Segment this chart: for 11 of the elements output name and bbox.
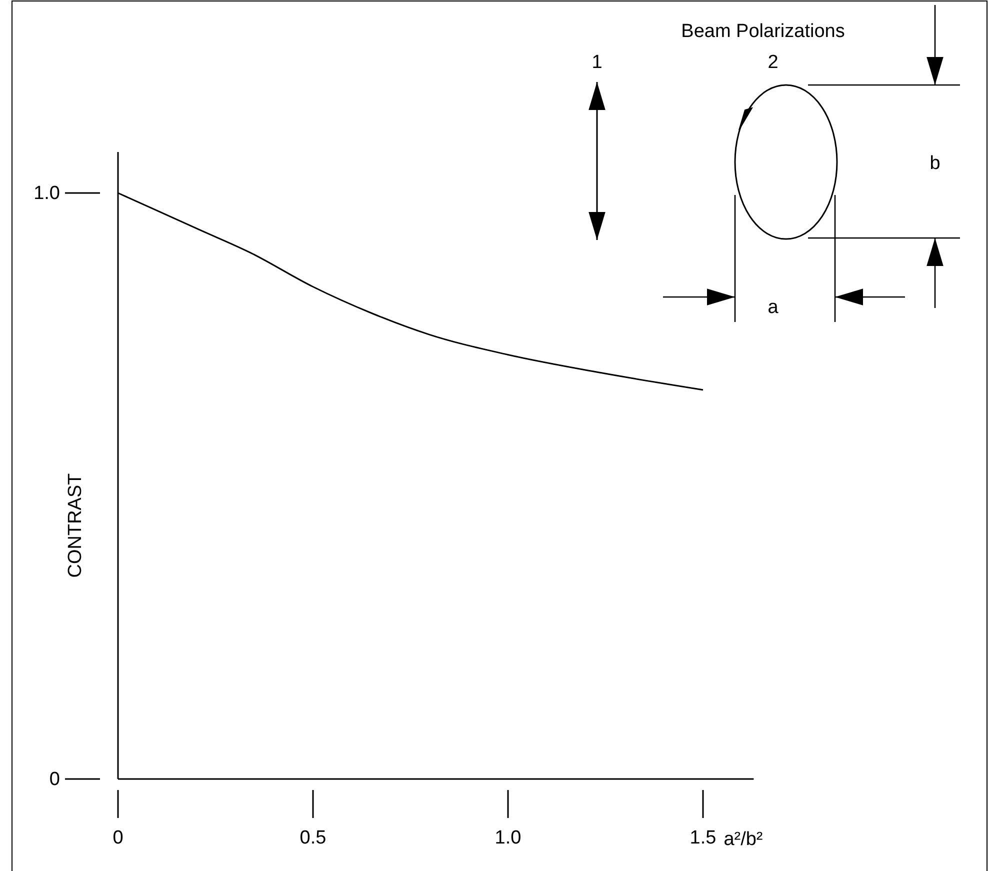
text: 2 — [768, 52, 778, 73]
x-tick-label: 0.5 — [300, 827, 326, 848]
text: b — [930, 153, 940, 174]
x-tick-label: 0 — [112, 827, 124, 848]
y-axis-title: CONTRAST — [65, 472, 86, 578]
x-tick-label: 1.0 — [494, 827, 522, 848]
text: Beam Polarizations — [681, 21, 845, 42]
x-axis-title: a²/b² — [724, 829, 763, 850]
text: 1 — [592, 52, 602, 73]
x-tick-label: 1.5 — [690, 827, 716, 848]
text: a — [768, 297, 779, 318]
